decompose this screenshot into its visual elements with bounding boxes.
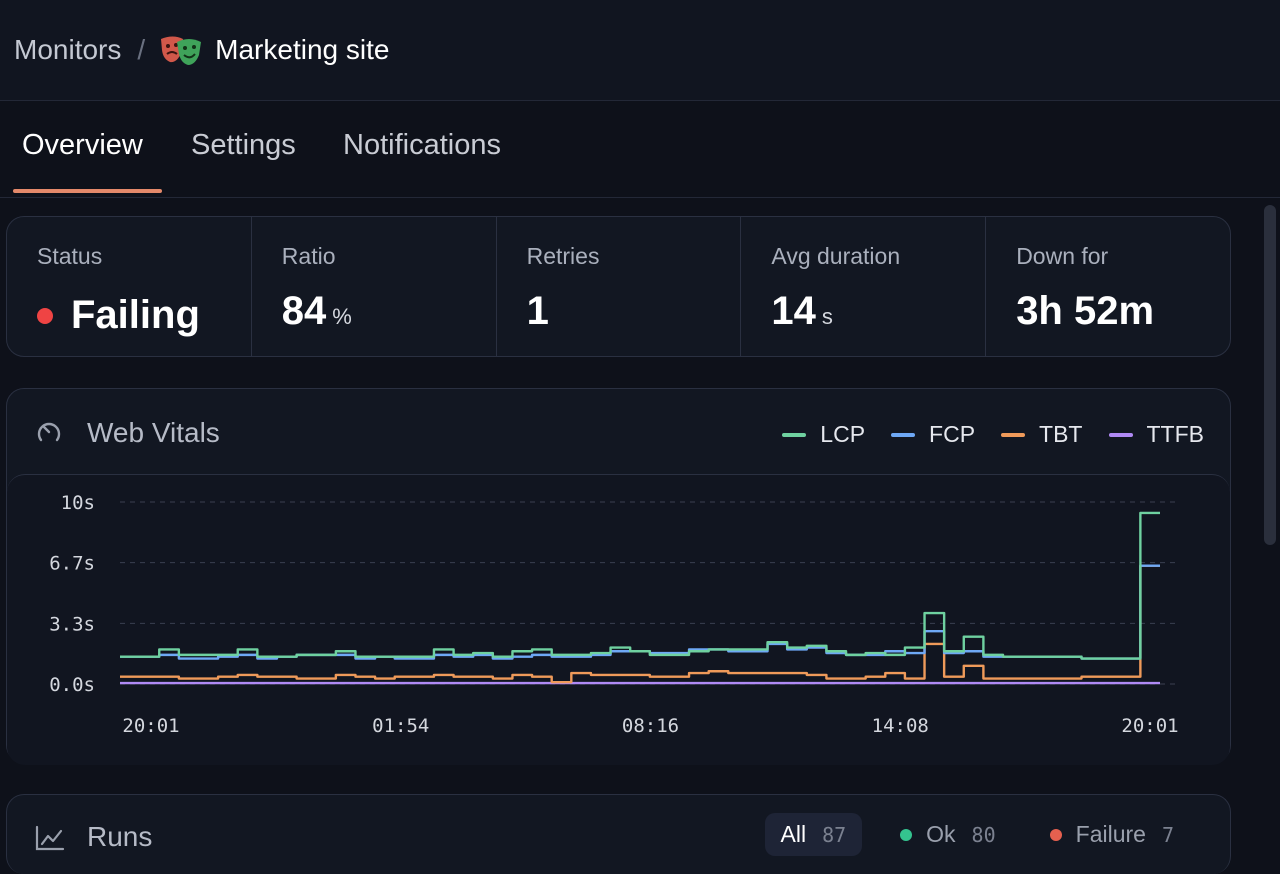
legend-swatch xyxy=(1108,432,1133,437)
tab-settings[interactable]: Settings xyxy=(191,129,296,161)
filter-count: 80 xyxy=(971,822,996,847)
x-tick-label: 14:08 xyxy=(872,715,929,737)
stat-retries: Retries 1 xyxy=(497,217,742,356)
legend-swatch xyxy=(1001,432,1026,437)
active-tab-indicator xyxy=(13,189,162,193)
stat-label: Ratio xyxy=(281,243,336,269)
x-tick-label: 20:01 xyxy=(122,715,179,737)
tab-bar: Overview Settings Notifications xyxy=(0,101,1280,198)
filter-count: 7 xyxy=(1161,822,1174,847)
stats-panel: Status Failing Ratio 84% Retries 1 Avg d… xyxy=(6,216,1231,357)
status-text: Failing xyxy=(71,293,200,337)
filter-label: Ok xyxy=(926,821,956,847)
web-vitals-title: Web Vitals xyxy=(87,417,220,448)
legend-item-lcp[interactable]: LCP xyxy=(782,421,865,448)
runs-title: Runs xyxy=(87,821,153,852)
status-value: Failing xyxy=(37,293,200,338)
breadcrumb-separator: / xyxy=(137,34,146,65)
stat-value: 1 xyxy=(526,289,549,333)
breadcrumb: Monitors / Marketing site xyxy=(14,30,389,70)
legend-item-ttfb[interactable]: TTFB xyxy=(1108,421,1205,448)
stat-ratio: Ratio 84% xyxy=(252,217,497,356)
stat-value: 3h 52m xyxy=(1016,289,1155,333)
series-line-fcp[interactable] xyxy=(120,564,1160,660)
chart-legend: LCP FCP TBT TTFB xyxy=(782,421,1204,448)
y-tick-label: 10s xyxy=(61,492,95,514)
web-vitals-chart-area: 0.0s 3.3s 6.7s 10s 20:01 01:54 08:16 14:08 20:01 xyxy=(7,474,1230,765)
stat-label: Retries xyxy=(526,243,600,269)
x-tick-label: 20:01 xyxy=(1121,715,1178,737)
y-tick-label: 0.0s xyxy=(49,674,95,696)
page-scrollbar[interactable] xyxy=(1264,205,1276,545)
web-vitals-panel: Web Vitals LCP FCP TBT TTFB 0.0s 3.3s 6.7s… xyxy=(6,388,1231,765)
gauge-icon xyxy=(37,422,61,442)
runs-filters: All 87 Ok 80 Failure 7 xyxy=(764,813,1191,856)
avg-duration-number: 14 xyxy=(771,289,816,333)
stat-value: 14 s xyxy=(771,289,833,334)
legend-swatch xyxy=(891,432,916,437)
legend-label: TTFB xyxy=(1146,421,1205,447)
stat-avg-duration: Avg duration 14 s xyxy=(741,217,987,356)
stat-value: 84% xyxy=(282,289,352,334)
series-line-lcp[interactable] xyxy=(120,511,1160,660)
legend-label: FCP xyxy=(929,421,976,447)
legend-item-fcp[interactable]: FCP xyxy=(891,421,975,448)
failure-dot xyxy=(1049,828,1062,841)
legend-label: TBT xyxy=(1039,421,1083,447)
ratio-number: 84 xyxy=(281,289,327,333)
tab-overview[interactable]: Overview xyxy=(22,129,143,161)
stat-label: Down for xyxy=(1016,243,1109,269)
legend-swatch xyxy=(782,432,807,437)
line-chart-icon xyxy=(35,825,65,851)
stat-status: Status Failing xyxy=(7,217,252,356)
series-line-tbt[interactable] xyxy=(120,564,1160,684)
tab-notifications[interactable]: Notifications xyxy=(343,129,501,161)
filter-all[interactable]: All 87 xyxy=(764,813,863,856)
theater-masks-icon xyxy=(161,36,202,65)
stat-down-for: Down for 3h 52m xyxy=(986,217,1230,356)
web-vitals-header: Web Vitals LCP FCP TBT TTFB xyxy=(7,389,1230,475)
runs-panel: Runs All 87 Ok 80 Failure 7 xyxy=(6,794,1231,874)
web-vitals-chart: 0.0s 3.3s 6.7s 10s 20:01 01:54 08:16 14:08 20:01 xyxy=(49,492,1178,737)
ok-dot xyxy=(900,828,913,841)
breadcrumb-monitors-link[interactable]: Monitors xyxy=(14,34,122,65)
stat-label: Avg duration xyxy=(771,243,901,269)
y-tick-label: 3.3s xyxy=(49,613,95,635)
x-tick-label: 01:54 xyxy=(372,715,429,737)
legend-item-tbt[interactable]: TBT xyxy=(1001,421,1083,448)
stat-label: Status xyxy=(37,243,103,269)
status-indicator-dot xyxy=(37,307,53,324)
filter-label: Failure xyxy=(1075,821,1146,847)
filter-failure[interactable]: Failure 7 xyxy=(1034,813,1190,856)
filter-count: 87 xyxy=(822,822,847,847)
y-tick-label: 6.7s xyxy=(49,553,95,575)
top-bar: Monitors / Marketing site xyxy=(0,0,1280,101)
filter-label: All xyxy=(780,821,807,847)
breadcrumb-current: Marketing site xyxy=(215,34,390,65)
x-tick-label: 08:16 xyxy=(622,715,679,737)
filter-ok[interactable]: Ok 80 xyxy=(884,813,1011,856)
legend-label: LCP xyxy=(820,421,866,447)
ratio-unit: % xyxy=(332,304,352,329)
avg-duration-unit: s xyxy=(821,304,833,329)
